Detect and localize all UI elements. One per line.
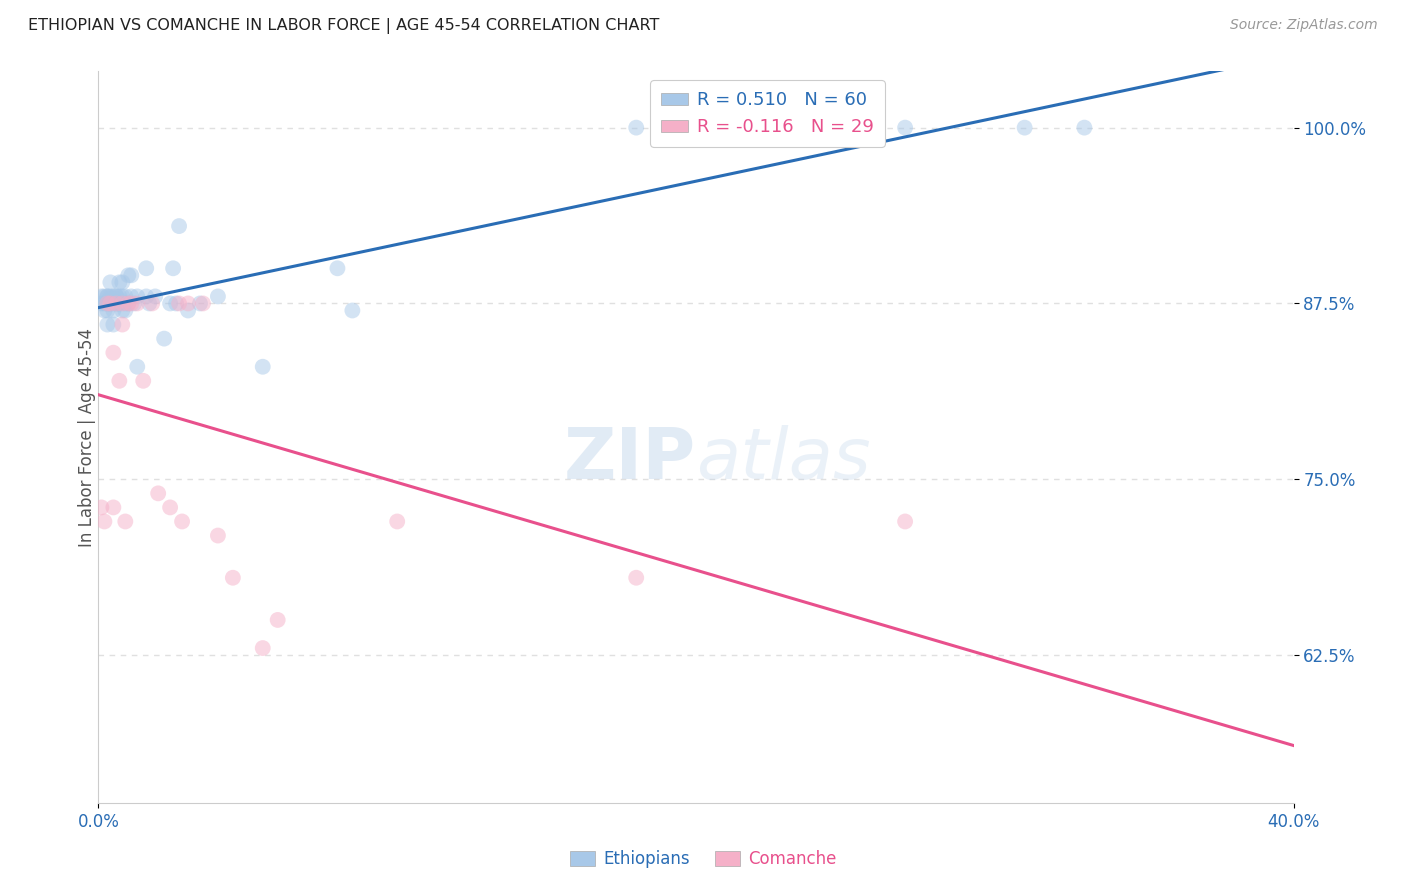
Point [93, 303, 115, 318]
Point [114, 303, 136, 318]
Point [252, 359, 274, 374]
Point [655, 120, 678, 135]
Text: ETHIOPIAN VS COMANCHE IN LABOR FORCE | AGE 45-54 CORRELATION CHART: ETHIOPIAN VS COMANCHE IN LABOR FORCE | A… [28, 18, 659, 34]
Point [127, 289, 149, 303]
Point [105, 289, 128, 303]
Point [111, 296, 134, 310]
Point [103, 303, 125, 318]
Point [111, 276, 134, 290]
Point [103, 296, 125, 310]
Point [108, 374, 131, 388]
Point [96, 318, 118, 332]
Point [103, 289, 125, 303]
Point [93, 296, 115, 310]
Point [96, 289, 118, 303]
Point [188, 296, 211, 310]
Point [90, 289, 112, 303]
Point [108, 296, 131, 310]
Point [108, 276, 131, 290]
Point [98, 296, 122, 310]
Text: atlas: atlas [696, 425, 870, 493]
Point [222, 571, 245, 585]
Point [1073, 120, 1095, 135]
Point [132, 374, 155, 388]
Point [93, 289, 115, 303]
Point [111, 318, 134, 332]
Legend: R = 0.510   N = 60, R = -0.116   N = 29: R = 0.510 N = 60, R = -0.116 N = 29 [651, 80, 884, 147]
Point [120, 296, 142, 310]
Point [114, 289, 136, 303]
Point [124, 296, 146, 310]
Point [111, 303, 134, 318]
Point [90, 296, 112, 310]
Point [167, 296, 190, 310]
Point [143, 289, 166, 303]
Point [385, 515, 409, 529]
Point [103, 500, 125, 515]
Point [135, 289, 157, 303]
Point [177, 296, 200, 310]
Point [108, 289, 131, 303]
Point [167, 219, 190, 233]
Point [191, 296, 214, 310]
Point [96, 289, 118, 303]
Point [98, 289, 122, 303]
Point [1014, 120, 1036, 135]
Point [105, 296, 128, 310]
Point [894, 515, 917, 529]
Point [172, 515, 194, 529]
Point [342, 303, 364, 318]
Point [148, 486, 170, 500]
Point [141, 296, 163, 310]
Point [103, 345, 125, 359]
Text: ZIP: ZIP [564, 425, 696, 493]
Point [98, 276, 122, 290]
Point [120, 289, 142, 303]
Point [90, 500, 112, 515]
Point [96, 296, 118, 310]
Point [177, 303, 200, 318]
Point [127, 296, 149, 310]
Point [207, 289, 229, 303]
Point [114, 296, 136, 310]
Point [108, 296, 131, 310]
Point [111, 289, 134, 303]
Point [127, 359, 149, 374]
Point [117, 296, 139, 310]
Point [117, 268, 139, 283]
Point [162, 261, 184, 276]
Y-axis label: In Labor Force | Age 45-54: In Labor Force | Age 45-54 [79, 327, 96, 547]
Point [252, 641, 274, 656]
Point [138, 296, 160, 310]
Point [135, 261, 157, 276]
Point [624, 120, 647, 135]
Point [98, 296, 122, 310]
Point [207, 528, 229, 542]
Legend: Ethiopians, Comanche: Ethiopians, Comanche [562, 844, 844, 875]
Point [103, 318, 125, 332]
Point [105, 296, 128, 310]
Point [267, 613, 290, 627]
Point [96, 303, 118, 318]
Text: Source: ZipAtlas.com: Source: ZipAtlas.com [1230, 18, 1378, 32]
Point [114, 515, 136, 529]
Point [894, 120, 917, 135]
Point [105, 296, 128, 310]
Point [96, 296, 118, 310]
Point [165, 296, 187, 310]
Point [120, 268, 142, 283]
Point [153, 332, 176, 346]
Point [93, 515, 115, 529]
Point [98, 296, 122, 310]
Point [326, 261, 349, 276]
Point [105, 289, 128, 303]
Point [117, 296, 139, 310]
Point [96, 296, 118, 310]
Point [159, 500, 181, 515]
Point [624, 571, 647, 585]
Point [159, 296, 181, 310]
